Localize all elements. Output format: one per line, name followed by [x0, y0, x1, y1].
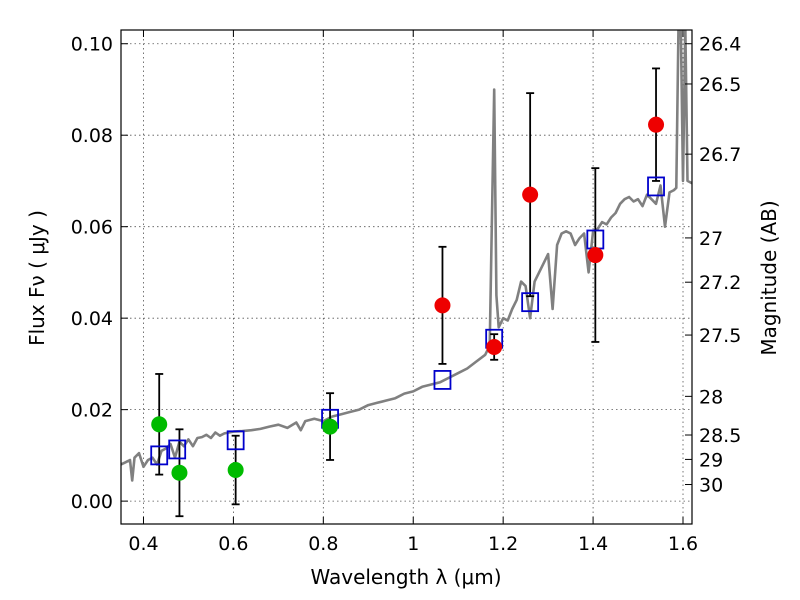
- y-tick-label: 0.06: [71, 217, 113, 239]
- x-tick-label: 1: [407, 533, 419, 555]
- red-data-point: [486, 338, 503, 355]
- x-tick-label: 0.4: [128, 533, 158, 555]
- y-axis-label-group: Flux Fν ( μJy ): [25, 210, 49, 346]
- x-tick-label: 1.6: [668, 533, 698, 555]
- x-tick-label: 1.4: [578, 533, 608, 555]
- red-data-point: [587, 247, 604, 264]
- y2-tick-label: 28.5: [699, 425, 741, 447]
- plot-frame: [120, 29, 693, 525]
- model-photometry-square: [647, 176, 665, 197]
- model-sed-line: [121, 30, 692, 482]
- plot-border: [120, 29, 693, 525]
- green-data-point: [171, 464, 188, 481]
- red-data-point: [522, 186, 539, 203]
- red-data-point: [648, 116, 665, 133]
- model-photometry-square: [150, 445, 169, 466]
- x-tick-label: 1.2: [488, 533, 518, 555]
- y2-tick-label: 30: [699, 475, 723, 497]
- y-axis-label: Flux Fν ( μJy ): [25, 210, 49, 346]
- y2-tick-label: 27.2: [699, 272, 741, 294]
- y2-tick-label: 27.5: [699, 325, 741, 347]
- y2-tick-label: 26.4: [699, 34, 741, 56]
- x-axis-label: Wavelength λ (μm): [310, 565, 501, 589]
- green-data-point: [322, 418, 339, 435]
- y2-axis-label: Magnitude (AB): [757, 200, 781, 355]
- red-data-point: [434, 297, 451, 314]
- y-tick-label: 0.02: [71, 400, 113, 422]
- y-tick-label: 0.04: [71, 308, 113, 330]
- model-photometry-square: [433, 370, 452, 390]
- model-sed-layer: [121, 30, 692, 482]
- tick-layer: 0.4 0.6 0.8 1 1.2 1.4 1.6 0.00 0.02 0.04 0.06 0.08 0…: [71, 30, 741, 555]
- y-tick-label: 0.08: [71, 125, 113, 147]
- grid-lines: [121, 30, 692, 524]
- y2-tick-label: 26.7: [699, 144, 741, 166]
- model-photometry-square: [226, 430, 245, 451]
- y-tick-label: 0.00: [71, 491, 113, 513]
- green-data-point: [151, 416, 168, 433]
- y2-tick-label: 29: [699, 449, 723, 471]
- x-tick-label: 0.8: [308, 533, 338, 555]
- data-points-layer: [150, 67, 665, 518]
- y2-axis-label-group: Magnitude (AB): [757, 200, 781, 355]
- y2-tick-label: 28: [699, 386, 723, 408]
- green-data-point: [227, 462, 244, 479]
- model-photometry-square: [521, 292, 540, 313]
- model-photometry-square: [168, 439, 187, 460]
- y-tick-label: 0.10: [71, 34, 113, 56]
- y2-tick-label: 26.5: [699, 74, 741, 96]
- y2-tick-label: 27: [699, 228, 723, 250]
- x-tick-label: 0.6: [218, 533, 248, 555]
